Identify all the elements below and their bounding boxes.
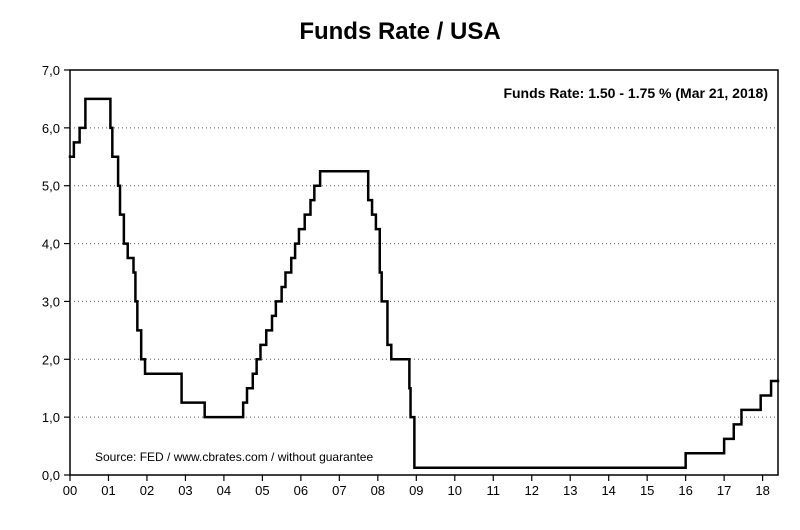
chart-container: Funds Rate / USA Funds Rate: 1.50 - 1.75…	[0, 0, 800, 530]
svg-text:17: 17	[717, 483, 731, 498]
svg-text:07: 07	[332, 483, 346, 498]
svg-text:01: 01	[101, 483, 115, 498]
svg-text:11: 11	[487, 483, 501, 498]
svg-text:08: 08	[371, 483, 385, 498]
svg-text:06: 06	[294, 483, 308, 498]
svg-text:05: 05	[255, 483, 269, 498]
svg-text:6,0: 6,0	[42, 121, 60, 136]
svg-text:02: 02	[140, 483, 154, 498]
svg-text:14: 14	[601, 483, 615, 498]
svg-text:16: 16	[678, 483, 692, 498]
svg-text:4,0: 4,0	[42, 237, 60, 252]
svg-text:0,0: 0,0	[42, 468, 60, 483]
svg-text:09: 09	[409, 483, 423, 498]
funds-rate-chart: 0,0 1,0 2,0 3,0 4,0 5,0 6,0 7,0 00 01 02 03 04 05 06 07…	[0, 0, 800, 530]
svg-text:1,0: 1,0	[42, 410, 60, 425]
svg-text:15: 15	[640, 483, 654, 498]
svg-text:12: 12	[525, 483, 539, 498]
svg-text:10: 10	[448, 483, 462, 498]
svg-text:5,0: 5,0	[42, 179, 60, 194]
svg-text:2,0: 2,0	[42, 352, 60, 367]
svg-text:7,0: 7,0	[42, 63, 60, 78]
svg-text:3,0: 3,0	[42, 294, 60, 309]
svg-text:04: 04	[217, 483, 231, 498]
svg-text:13: 13	[563, 483, 577, 498]
svg-text:03: 03	[178, 483, 192, 498]
svg-text:00: 00	[63, 483, 77, 498]
svg-text:18: 18	[755, 483, 769, 498]
